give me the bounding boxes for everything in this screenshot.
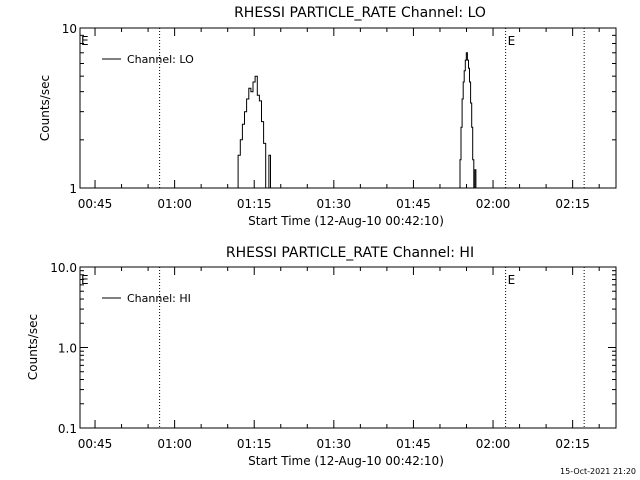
lo-series-line: [268, 154, 271, 188]
plot-timestamp: 15-Oct-2021 21:20: [560, 467, 636, 476]
hi-event-label: E: [508, 273, 516, 287]
lo-x-tick-label: 02:00: [476, 197, 511, 211]
lo-plot-frame: [79, 27, 617, 189]
lo-event-label: E: [508, 34, 516, 48]
hi-x-tick-label: 02:00: [476, 437, 511, 451]
hi-x-ticks: 00:45 01:00 01:15 01:30 01:45 02:00 02:15: [78, 267, 600, 451]
lo-series-line: [459, 52, 475, 188]
hi-x-tick-label: 01:15: [237, 437, 272, 451]
hi-event-label: E: [81, 273, 89, 287]
hi-legend: Channel: HI: [102, 292, 191, 305]
lo-x-tick-label: 01:30: [317, 197, 352, 211]
hi-x-tick-label: 00:45: [78, 437, 113, 451]
lo-x-tick-label: 01:15: [237, 197, 272, 211]
lo-chart-title: RHESSI PARTICLE_RATE Channel: LO: [234, 5, 486, 21]
lo-x-tick-label: 01:00: [157, 197, 192, 211]
hi-x-tick-label: 01:00: [157, 437, 192, 451]
lo-event-label: E: [81, 34, 89, 48]
hi-legend-label: Channel: HI: [127, 292, 191, 305]
lo-x-tick-label: 00:45: [78, 197, 113, 211]
hi-x-tick-label: 01:30: [317, 437, 352, 451]
hi-y-axis-label: Counts/sec: [26, 314, 40, 380]
lo-legend-label: Channel: LO: [127, 53, 194, 66]
hi-channel-panel: RHESSI PARTICLE_RATE Channel: HI Counts/…: [26, 245, 617, 468]
lo-x-ticks: 00:45 01:00 01:15 01:30 01:45 02:00 02:15: [78, 28, 600, 211]
hi-chart-title: RHESSI PARTICLE_RATE Channel: HI: [226, 245, 474, 261]
hi-y-ticks: 0.1 1.0 10.0: [50, 261, 616, 436]
lo-y-tick-label: 1: [69, 182, 77, 196]
hi-y-tick-label: 1.0: [58, 342, 77, 356]
lo-channel-panel: RHESSI PARTICLE_RATE Channel: LO Counts/…: [38, 5, 617, 228]
lo-axes: [79, 27, 617, 189]
lo-series-line: [474, 169, 477, 188]
lo-x-tick-label: 01:45: [396, 197, 431, 211]
hi-y-tick-label: 0.1: [58, 422, 77, 436]
hi-x-axis-label: Start Time (12-Aug-10 00:42:10): [248, 454, 444, 468]
lo-y-tick-label: 10: [62, 22, 77, 36]
hi-x-tick-label: 02:15: [555, 437, 590, 451]
lo-x-tick-label: 02:15: [555, 197, 590, 211]
lo-series-line: [237, 75, 267, 188]
lo-series: [237, 52, 477, 188]
lo-y-axis-label: Counts/sec: [38, 75, 52, 141]
lo-x-axis-label: Start Time (12-Aug-10 00:42:10): [248, 214, 444, 228]
lo-legend: Channel: LO: [102, 53, 194, 66]
lo-y-ticks: 1 10: [62, 22, 616, 196]
hi-x-tick-label: 01:45: [396, 437, 431, 451]
hi-y-tick-label: 10.0: [50, 261, 77, 275]
